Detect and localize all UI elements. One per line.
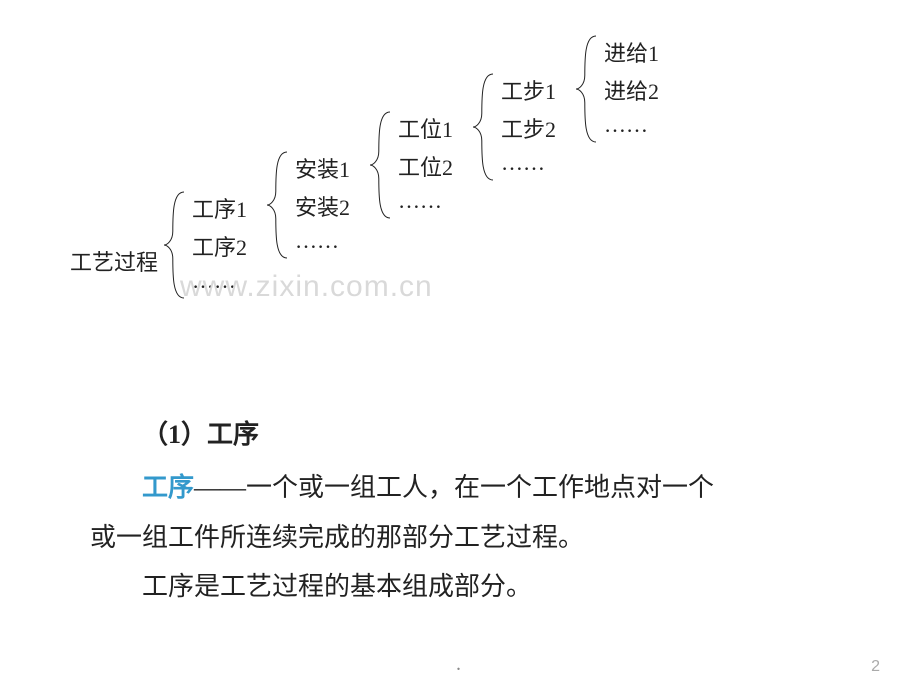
hierarchy-item: …… bbox=[501, 150, 545, 176]
brace-icon bbox=[265, 150, 289, 260]
definition-line-3: 工序是工艺过程的基本组成部分。 bbox=[90, 562, 830, 611]
level-label: 工艺过程 bbox=[70, 245, 158, 277]
body-text: （1）工序 工序——一个或一组工人，在一个工作地点对一个 或一组工件所连续完成的… bbox=[90, 410, 830, 612]
hierarchy-item: 工序1 bbox=[192, 192, 247, 224]
hierarchy-item: 工位2 bbox=[398, 150, 453, 182]
hierarchy-item: 进给1 bbox=[604, 36, 659, 68]
hierarchy-item: …… bbox=[604, 112, 648, 138]
brace-icon bbox=[574, 34, 598, 144]
hierarchy-item: 安装1 bbox=[295, 152, 350, 184]
hierarchy-item: …… bbox=[295, 228, 339, 254]
hierarchy-diagram: 工艺过程工序1工序2……安装1安装2……工位1工位2……工步1工步2……进给1进… bbox=[70, 60, 850, 320]
section-heading: （1）工序 bbox=[90, 410, 830, 459]
hierarchy-item: 工步2 bbox=[501, 112, 556, 144]
page-number: 2 bbox=[871, 658, 880, 676]
keyword: 工序 bbox=[142, 473, 194, 502]
hierarchy-item: …… bbox=[192, 268, 236, 294]
definition-line-1: 工序——一个或一组工人，在一个工作地点对一个 bbox=[90, 463, 830, 512]
brace-icon bbox=[162, 190, 186, 300]
hierarchy-item: 安装2 bbox=[295, 190, 350, 222]
definition-line-2: 或一组工件所连续完成的那部分工艺过程。 bbox=[90, 513, 830, 562]
hierarchy-item: 工位1 bbox=[398, 112, 453, 144]
hierarchy-item: 工步1 bbox=[501, 74, 556, 106]
line1-rest: ——一个或一组工人，在一个工作地点对一个 bbox=[194, 473, 714, 502]
footer-dot: . bbox=[456, 653, 461, 676]
hierarchy-item: …… bbox=[398, 188, 442, 214]
brace-icon bbox=[471, 72, 495, 182]
hierarchy-item: 工序2 bbox=[192, 230, 247, 262]
brace-icon bbox=[368, 110, 392, 220]
hierarchy-item: 进给2 bbox=[604, 74, 659, 106]
